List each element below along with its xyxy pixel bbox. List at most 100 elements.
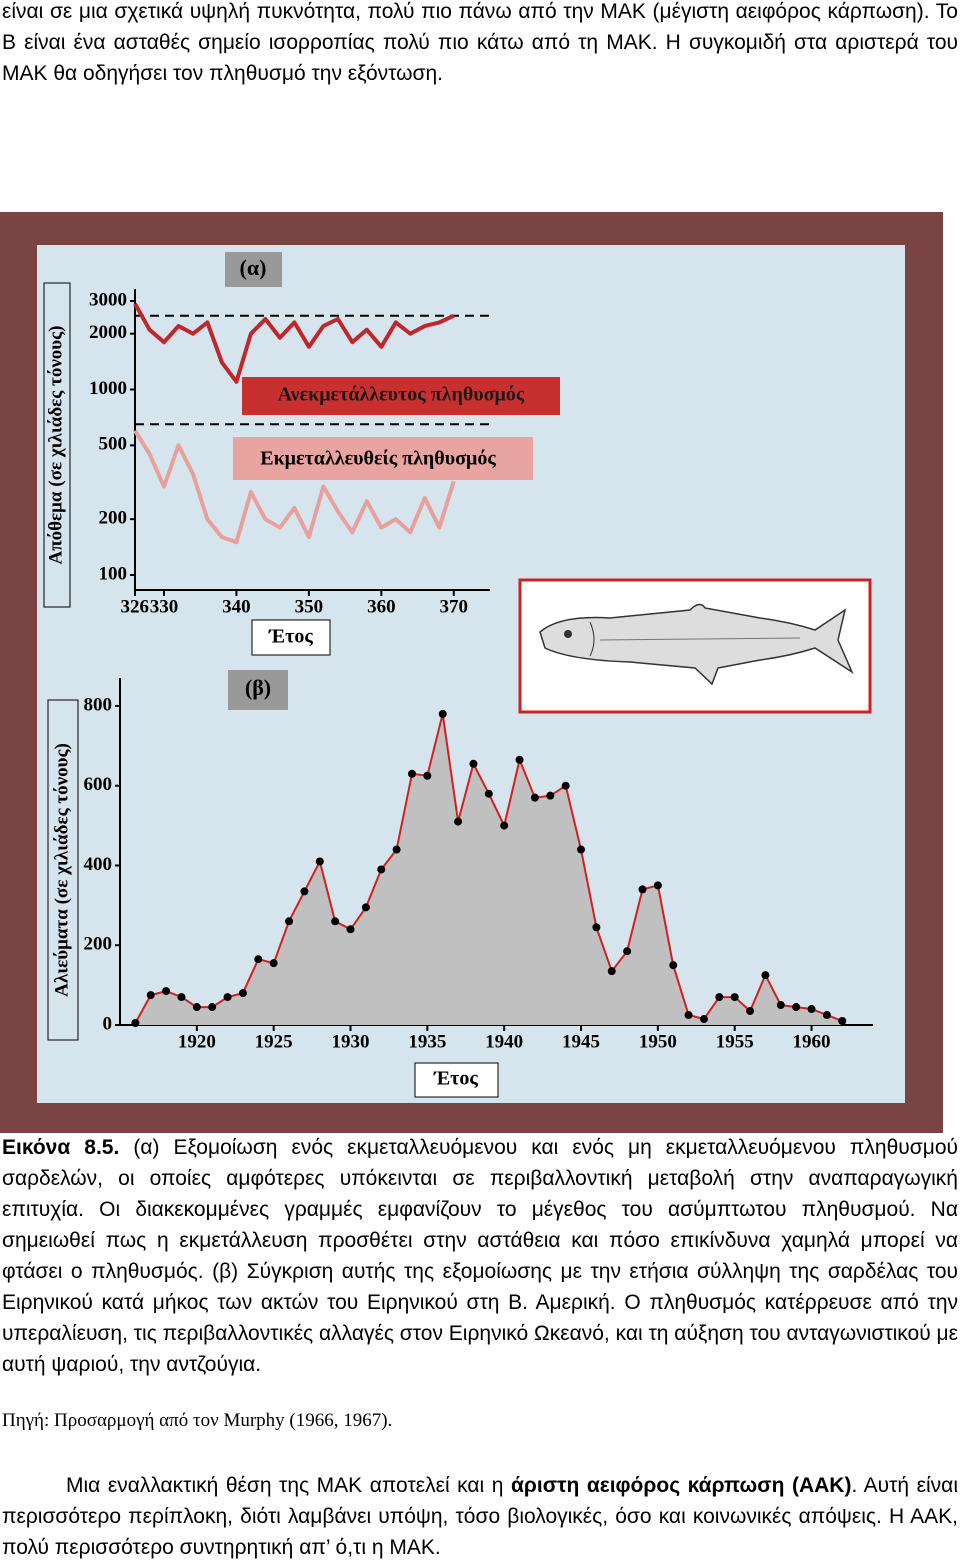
intro-paragraph: είναι σε μια σχετικά υψηλή πυκνότητα, πο…	[2, 0, 958, 85]
y-axis-label: Απόθεμα (σε χιλιάδες τόνους)	[45, 325, 66, 564]
data-point	[515, 755, 524, 764]
x-tick-label: 1955	[716, 1031, 754, 1052]
area	[135, 713, 843, 1025]
panel-label-box	[225, 252, 282, 287]
data-point	[715, 993, 724, 1002]
series-line	[133, 302, 455, 384]
data-point	[638, 885, 647, 894]
data-point	[669, 961, 678, 970]
data-point	[454, 817, 463, 826]
text: Μια εναλλακτική θέση της ΜΑΚ αποτελεί κα…	[66, 1474, 504, 1497]
data-point	[484, 789, 493, 798]
x-tick-label: 1935	[408, 1031, 446, 1052]
data-point	[838, 1017, 847, 1026]
y-tick-label: 800	[84, 694, 113, 715]
legend-box	[233, 437, 533, 480]
x-label-box	[251, 619, 331, 656]
data-point	[407, 769, 416, 778]
data-point	[131, 1019, 140, 1028]
x-tick-label: 340	[222, 596, 251, 617]
data-point	[162, 987, 171, 996]
x-tick-label: 330	[150, 596, 179, 617]
data-point	[623, 947, 632, 956]
y-tick-label: 1000	[89, 378, 127, 399]
data-point	[254, 955, 263, 964]
data-point	[822, 1011, 831, 1020]
data-point	[607, 967, 616, 976]
caption-text: (α) Εξομοίωση ενός εκμεταλλευόμενου και …	[2, 1136, 958, 1376]
y-tick-label: 200	[99, 508, 128, 529]
data-point	[285, 917, 294, 926]
data-point	[684, 1011, 693, 1020]
figure-caption: Εικόνα 8.5. (α) Εξομοίωση ενός εκμεταλλε…	[2, 1132, 958, 1380]
y-tick-label: 3000	[89, 289, 127, 310]
y-tick-label: 2000	[89, 322, 127, 343]
x-tick-label: 1925	[255, 1031, 293, 1052]
data-point	[346, 925, 355, 934]
data-point	[761, 971, 770, 980]
data-point	[438, 709, 447, 718]
data-point	[746, 1007, 755, 1016]
data-point	[592, 923, 601, 932]
data-point	[377, 865, 386, 874]
panel-label: (α)	[240, 255, 267, 280]
x-tick-label: 1920	[178, 1031, 216, 1052]
y-label-box	[43, 282, 71, 608]
data-point	[146, 991, 155, 1000]
closing-paragraph: Μια εναλλακτική θέση της ΜΑΚ αποτελεί κα…	[2, 1470, 958, 1563]
data-point	[223, 993, 232, 1002]
x-axis-label: Έτος	[433, 1068, 478, 1090]
figure: (α) Απόθεμα (σε χιλιάδες τόνους) Έτος Αν…	[0, 212, 943, 1133]
data-point	[269, 959, 278, 968]
x-tick-label: 370	[440, 596, 469, 617]
y-tick-label: 600	[84, 774, 113, 795]
panel-label-box	[228, 670, 288, 710]
data-point	[561, 781, 570, 790]
panel-label: (β)	[245, 675, 271, 700]
y-label-box	[47, 699, 79, 1041]
data-point	[577, 845, 586, 854]
y-tick-label: 400	[84, 854, 113, 875]
y-tick-label: 200	[84, 934, 113, 955]
data-point	[546, 791, 555, 800]
data-point	[530, 793, 539, 802]
x-tick-label: 360	[367, 596, 396, 617]
data-point	[208, 1003, 217, 1012]
y-tick-label: 500	[99, 434, 128, 455]
data-point	[192, 1003, 201, 1012]
data-point	[500, 821, 509, 830]
term: άριστη αειφόρος κάρπωση (ΑΑΚ)	[510, 1474, 852, 1497]
x-tick-label: 1930	[332, 1031, 370, 1052]
data-point	[699, 1015, 708, 1024]
fish-illustration	[518, 578, 872, 714]
figure-label: Εικόνα 8.5.	[2, 1136, 120, 1159]
text: . Αυτή είναι περισσότερο περίπλοκη, διότ…	[2, 1474, 958, 1559]
x-tick-label: 1950	[639, 1031, 677, 1052]
x-tick-label: 326	[121, 596, 150, 617]
x-label-box	[414, 1062, 499, 1098]
y-tick-label: 100	[99, 563, 128, 584]
x-tick-label: 1940	[485, 1031, 523, 1052]
data-point	[423, 771, 432, 780]
data-point	[238, 989, 247, 998]
figure-source: Πηγή: Προσαρμογή από τον Murphy (1966, 1…	[2, 1410, 393, 1431]
legend-label: Ανεκμετάλλευτος πληθυσμός	[278, 384, 525, 406]
x-axis-label: Έτος	[268, 626, 313, 648]
y-axis-label: Αλιεύματα (σε χιλιάδες τόνους)	[51, 743, 72, 997]
data-point	[730, 993, 739, 1002]
data-point	[469, 759, 478, 768]
x-tick-label: 1960	[793, 1031, 831, 1052]
data-point	[792, 1003, 801, 1012]
data-point	[776, 1001, 785, 1010]
data-point	[807, 1005, 816, 1014]
x-tick-label: 1945	[562, 1031, 600, 1052]
data-point	[331, 917, 340, 926]
data-point	[392, 845, 401, 854]
data-point	[361, 903, 370, 912]
series-line	[133, 429, 456, 545]
data-point	[653, 881, 662, 890]
data-point	[177, 993, 186, 1002]
legend-box	[242, 377, 560, 415]
data-point	[315, 857, 324, 866]
